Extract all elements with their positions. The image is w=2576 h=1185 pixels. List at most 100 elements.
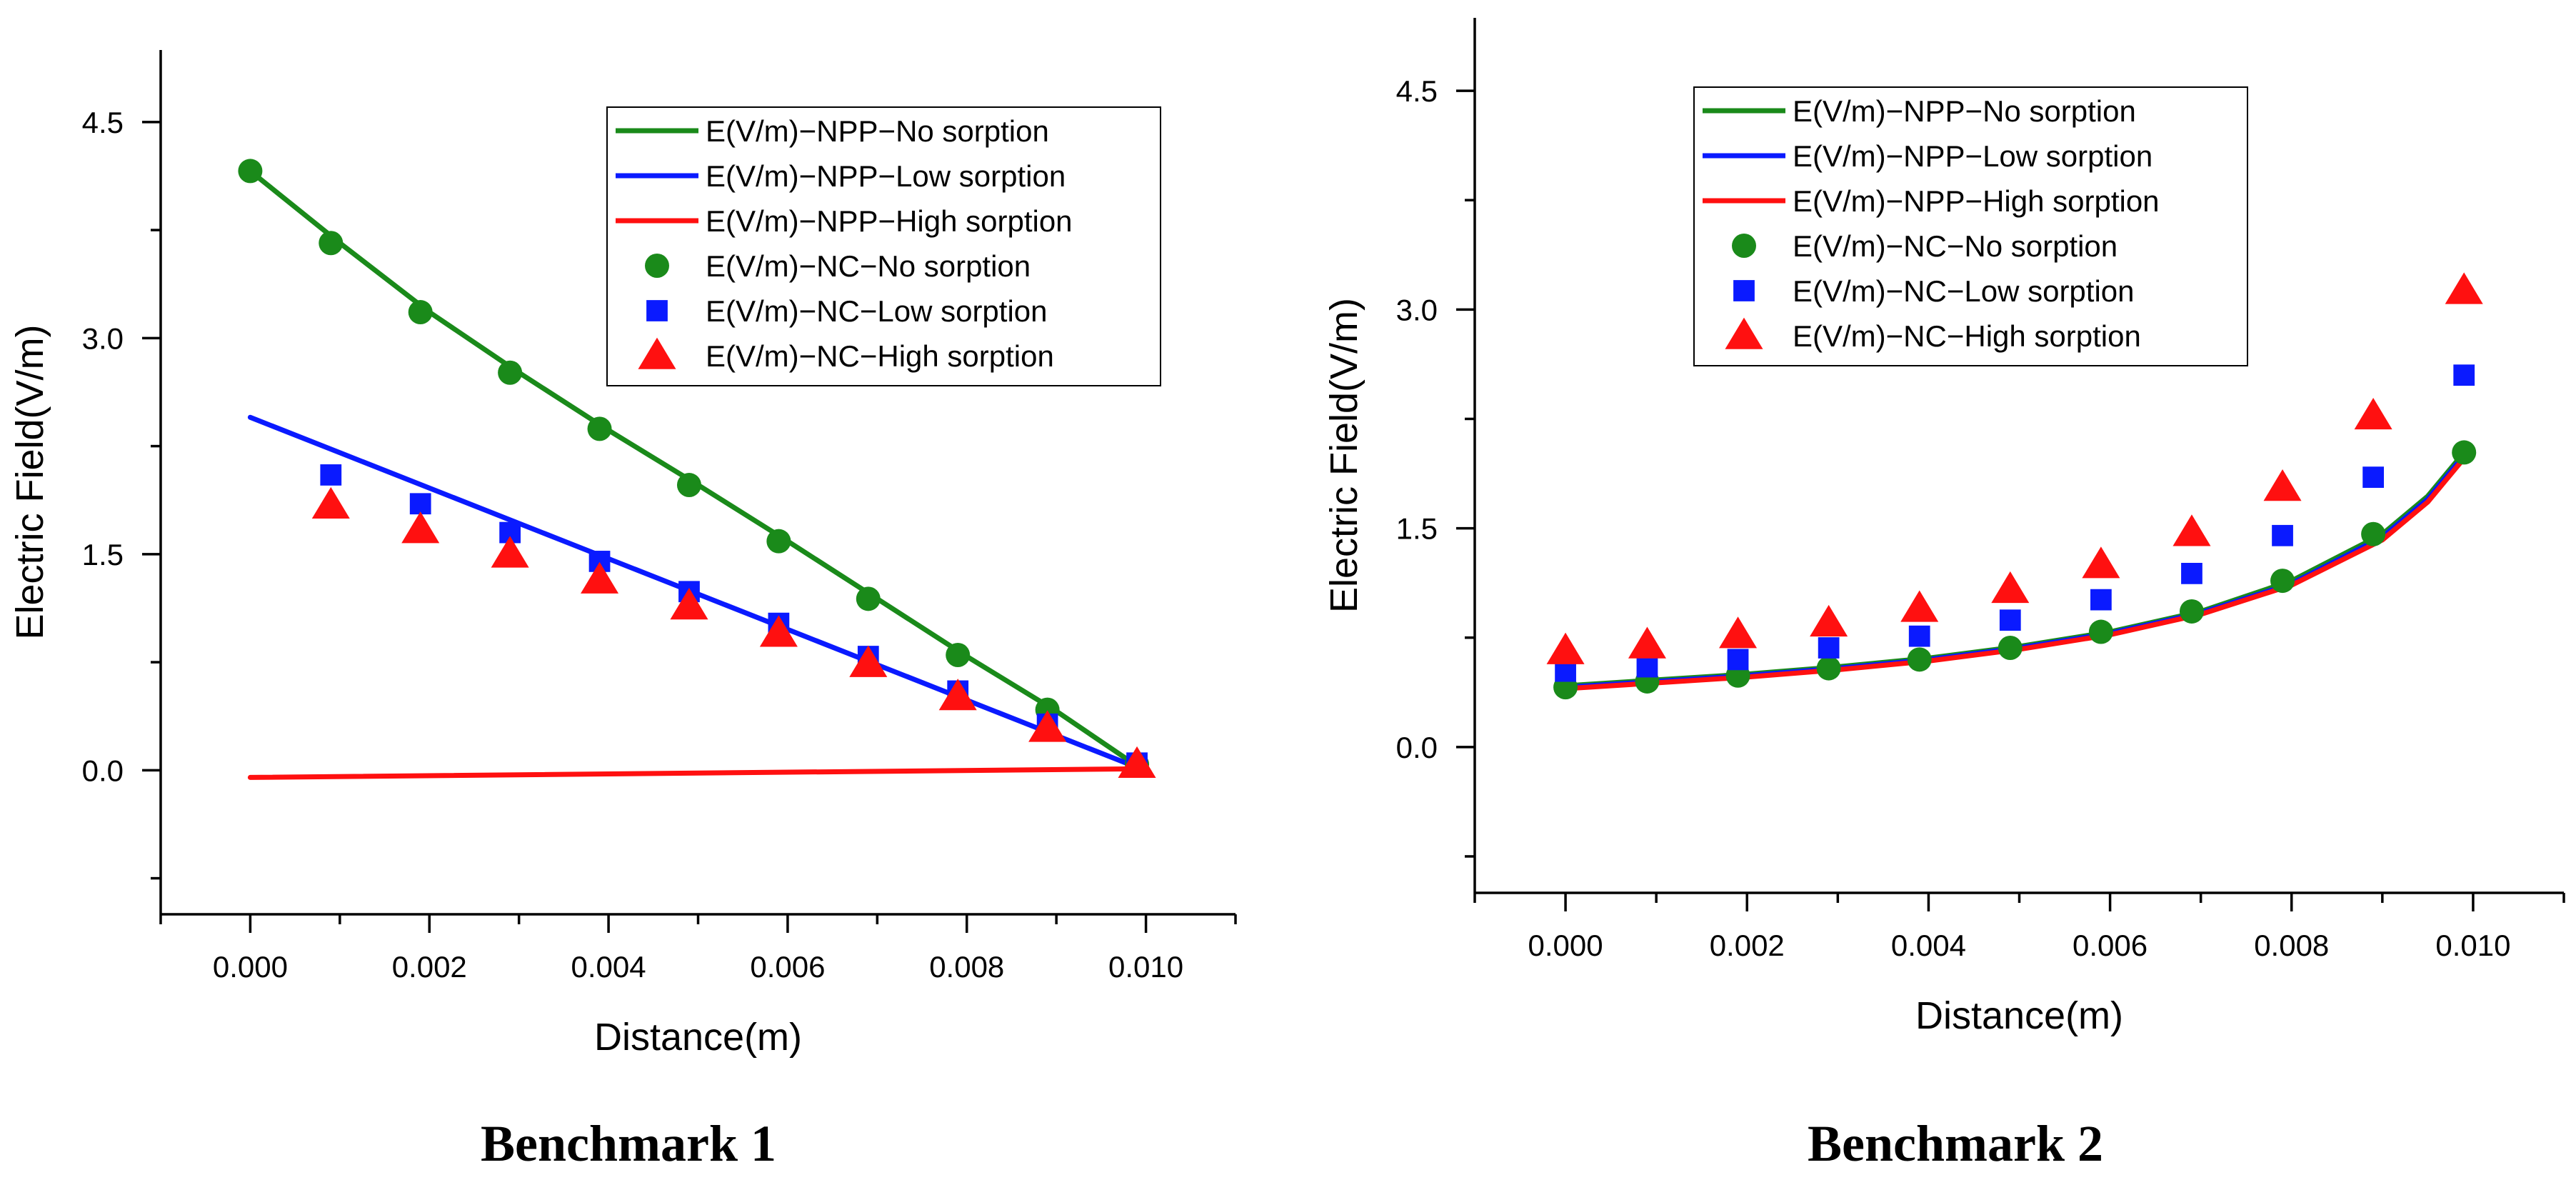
data-point-square-low-sorption: [2181, 563, 2202, 584]
data-point-triangle-high-sorption: [2172, 514, 2211, 546]
data-point-triangle-high-sorption: [1546, 632, 1585, 664]
data-point-square-low-sorption: [1818, 637, 1840, 659]
series-line-high-sorption: [247, 766, 1140, 780]
data-point-triangle-high-sorption: [1810, 604, 1848, 637]
x-tick-label: 0.008: [2254, 929, 2329, 962]
data-point-circle-no-sorption: [676, 473, 701, 498]
legend-entry: E(V/m)−NC−No sorption: [1793, 229, 2118, 263]
legend-entry: E(V/m)−NC−Low sorption: [706, 294, 1048, 328]
data-point-square-low-sorption: [320, 464, 342, 486]
x-tick-label: 0.010: [2435, 929, 2510, 962]
x-tick-label: 0.006: [2073, 929, 2147, 962]
legend-entry: E(V/m)−NPP−Low sorption: [706, 159, 1066, 193]
data-point-triangle-high-sorption: [2354, 397, 2392, 430]
legend-marker-swatch: [646, 300, 668, 321]
y-tick-label: 4.5: [1396, 74, 1438, 108]
x-axis-title: Distance(m): [594, 1016, 802, 1059]
legend-entry: E(V/m)−NPP−No sorption: [706, 114, 1049, 148]
y-tick-label: 3.0: [82, 321, 124, 355]
data-point-triangle-high-sorption: [849, 645, 888, 677]
data-point-triangle-high-sorption: [2082, 546, 2120, 579]
data-point-circle-no-sorption: [2088, 619, 2113, 644]
legend-entry: E(V/m)−NPP−No sorption: [1793, 94, 2136, 128]
benchmark-2-chart: 0.000 0.002 0.004 0.006 0.008 0.010 0.0 1.5 3.0 4…: [1323, 18, 2565, 1172]
data-point-square-low-sorption: [2453, 364, 2475, 386]
legend-entry: E(V/m)−NPP−Low sorption: [1793, 139, 2152, 173]
data-point-square-low-sorption: [2090, 589, 2112, 611]
data-point-triangle-high-sorption: [1900, 590, 1939, 622]
x-tick-label: 0.008: [929, 950, 1004, 984]
data-point-triangle-high-sorption: [581, 561, 619, 594]
x-axis-title: Distance(m): [1915, 994, 2123, 1037]
y-tick-label: 1.5: [1396, 512, 1438, 546]
y-axis-title: Electric Field(V/m): [9, 324, 51, 639]
chart-caption: Benchmark 1: [481, 1115, 776, 1172]
data-point-triangle-high-sorption: [491, 536, 529, 568]
benchmark-1-chart: 0.000 0.002 0.004 0.006 0.008 0.010 0.0 1.5 3.0 4…: [9, 50, 1237, 1172]
data-point-circle-no-sorption: [587, 416, 612, 441]
data-point-circle-no-sorption: [766, 529, 791, 554]
x-tick-label: 0.010: [1108, 950, 1183, 984]
data-point-square-low-sorption: [2272, 524, 2293, 546]
legend-marker-swatch: [638, 337, 676, 369]
chart-caption: Benchmark 2: [1808, 1115, 2103, 1172]
data-point-circle-no-sorption: [2179, 599, 2204, 624]
data-point-circle-no-sorption: [2270, 569, 2295, 594]
x-tick-label: 0.004: [571, 950, 646, 984]
data-point-square-low-sorption: [1727, 649, 1749, 671]
legend-entry: E(V/m)−NC−High sorption: [1793, 319, 2141, 353]
legend-marker-swatch: [1732, 234, 1756, 258]
y-tick-label: 0.0: [82, 754, 124, 787]
legend-marker-swatch: [1733, 280, 1755, 301]
x-tick-label: 0.002: [392, 950, 467, 984]
data-point-triangle-high-sorption: [938, 679, 977, 711]
data-point-circle-no-sorption: [1998, 636, 2023, 660]
data-point-circle-no-sorption: [2452, 440, 2477, 465]
y-tick-label: 4.5: [82, 106, 124, 139]
x-tick-label: 0.002: [1710, 929, 1785, 962]
data-point-circle-no-sorption: [238, 159, 263, 184]
legend-entry: E(V/m)−NC−Low sorption: [1793, 274, 2135, 308]
data-point-circle-no-sorption: [1907, 647, 1932, 672]
legend-entry: E(V/m)−NPP−High sorption: [706, 204, 1073, 238]
x-tick-label: 0.000: [213, 950, 288, 984]
data-point-square-low-sorption: [2362, 466, 2384, 488]
legend-entry: E(V/m)−NC−High sorption: [706, 339, 1054, 373]
data-point-square-low-sorption: [1999, 609, 2021, 631]
data-point-circle-no-sorption: [946, 643, 971, 667]
legend-marker-swatch: [645, 254, 669, 278]
data-point-circle-no-sorption: [2361, 521, 2386, 546]
legend-box: [606, 106, 1161, 386]
data-point-circle-no-sorption: [498, 360, 523, 385]
y-tick-label: 1.5: [82, 538, 124, 571]
data-point-circle-no-sorption: [1816, 656, 1841, 681]
data-point-triangle-high-sorption: [1991, 571, 2030, 604]
data-point-triangle-high-sorption: [401, 511, 440, 544]
data-point-triangle-high-sorption: [311, 486, 350, 519]
data-point-triangle-high-sorption: [759, 615, 798, 647]
x-tick-label: 0.000: [1528, 929, 1603, 962]
data-point-triangle-high-sorption: [1719, 616, 1758, 649]
legend-marker-swatch: [1725, 317, 1763, 349]
data-point-square-low-sorption: [409, 493, 431, 515]
data-point-square-low-sorption: [1636, 656, 1658, 678]
x-tick-label: 0.004: [1891, 929, 1966, 962]
data-point-circle-no-sorption: [856, 586, 881, 611]
data-point-triangle-high-sorption: [1028, 710, 1067, 742]
legend-entry: E(V/m)−NPP−High sorption: [1793, 184, 2160, 218]
y-tick-label: 3.0: [1396, 293, 1438, 326]
data-point-circle-no-sorption: [319, 231, 344, 256]
legend-box: [1693, 86, 2248, 366]
data-point-triangle-high-sorption: [670, 588, 708, 620]
data-point-square-low-sorption: [1908, 625, 1930, 647]
data-point-triangle-high-sorption: [1118, 746, 1156, 779]
x-tick-label: 0.006: [750, 950, 825, 984]
data-point-circle-no-sorption: [408, 300, 433, 325]
data-point-triangle-high-sorption: [1628, 626, 1666, 659]
y-tick-label: 0.0: [1396, 731, 1438, 764]
legend-entry: E(V/m)−NC−No sorption: [706, 249, 1031, 283]
data-point-triangle-high-sorption: [2445, 272, 2483, 304]
y-axis-title: Electric Field(V/m): [1323, 298, 1365, 613]
data-point-triangle-high-sorption: [2263, 469, 2302, 501]
